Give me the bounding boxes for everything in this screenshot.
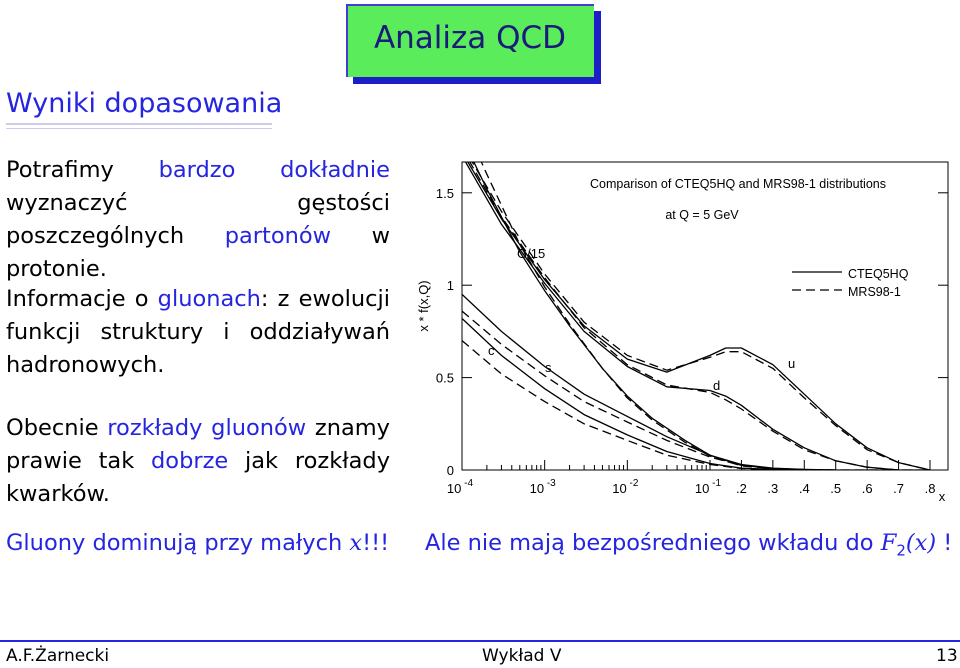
curve-label-u: u <box>788 356 795 371</box>
subtitle-rule <box>6 123 272 125</box>
curve-d-mrs98 <box>469 162 930 470</box>
title-box <box>346 4 594 77</box>
bottom-right-exclaim: ! <box>936 530 953 556</box>
para2-segment: gluonach <box>157 286 261 312</box>
bottom-right-statement: Ale nie mają bezpośredniego wkładu do F2… <box>425 530 952 560</box>
y-tick-label: 1 <box>447 278 454 293</box>
x-tick-label: 10 -1 <box>695 478 722 496</box>
paragraph-precision: Potrafimy bardzo dokładnie wyznaczyć gęs… <box>6 154 390 286</box>
x-tick-label: .5 <box>830 481 841 496</box>
subtitle-rule-thin <box>6 128 272 129</box>
legend-label-mrs: MRS98-1 <box>848 285 901 299</box>
para1-segment: wyznaczyć gęstości poszczególnych <box>6 190 390 249</box>
x-tick-label: .2 <box>736 481 747 496</box>
para2-segment: : z ewolucji funkcji struktury i oddział… <box>6 286 390 378</box>
para1-segment: bardzo dokładnie <box>158 157 390 183</box>
bottom-left-statement: Gluony dominują przy małych x!!! <box>6 530 389 556</box>
x-tick-label: .3 <box>767 481 778 496</box>
curve-label-g-15: G/15 <box>517 246 545 261</box>
y-tick-label: 0.5 <box>436 371 454 386</box>
x-tick-label: .8 <box>925 481 936 496</box>
plot-frame <box>461 161 949 471</box>
curve-c-mrs98 <box>462 340 805 470</box>
pdf-comparison-chart: 0 0.5 1 1.5 x * f(x,Q) 10 -4 10 -3 10 -2 10 -1 .2… <box>416 161 949 504</box>
curve-u-mrs98 <box>471 162 931 470</box>
chart-title: Comparison of CTEQ5HQ and MRS98-1 distri… <box>590 177 886 191</box>
curve-u-cteq5hq <box>467 162 931 470</box>
y-axis-label: x * f(x,Q) <box>416 280 431 331</box>
footer: A.F.Żarnecki Wykład V 13 <box>0 640 960 668</box>
para3-segment: rozkłady gluonów <box>107 415 307 441</box>
legend-label-cteq: CTEQ5HQ <box>848 267 909 281</box>
x-tick-label: 10 -2 <box>612 478 639 496</box>
x-tick-label: .6 <box>862 481 873 496</box>
y-tick-label: 0 <box>447 463 454 478</box>
para3-segment: jak rozkłady kwarków. <box>6 448 391 507</box>
curve-s-mrs98 <box>462 310 836 470</box>
x-axis-label: x <box>939 489 946 504</box>
paragraph-gluon-vs-quark: Obecnie rozkłady gluonów znamy prawie ta… <box>6 412 390 511</box>
bottom-right-text: Ale nie mają bezpośredniego wkładu do <box>425 530 881 556</box>
slide-subtitle: Wyniki dopasowania <box>6 88 283 119</box>
slide-title: Analiza QCD <box>373 20 567 56</box>
x-tick-label: .4 <box>799 481 810 496</box>
para1-segment: Potrafimy <box>6 157 159 183</box>
para3-segment: dobrze <box>151 448 229 474</box>
footer-author: A.F.Żarnecki <box>6 646 110 666</box>
bottom-right-math-sub: 2 <box>896 541 906 560</box>
curve-d-cteq5hq <box>464 162 930 470</box>
bottom-right-math-arg: (x) <box>905 530 937 556</box>
footer-page-number: 13 <box>936 646 958 666</box>
para1-segment: w protonie. <box>6 223 390 282</box>
footer-lecture: Wykład V <box>482 646 562 666</box>
curve-label-d: d <box>713 378 720 393</box>
y-tick-label: 1.5 <box>436 186 454 201</box>
bottom-left-exclaim: !!! <box>362 530 390 556</box>
bottom-right-math-F: F <box>880 530 897 556</box>
para1-segment: partonów <box>224 223 332 249</box>
bottom-left-math-x: x <box>349 530 363 556</box>
para3-segment: Obecnie <box>6 415 108 441</box>
bottom-left-text: Gluony dominują przy małych <box>6 530 350 556</box>
x-tick-label: 10 -3 <box>530 478 557 496</box>
x-tick-label: 10 -4 <box>447 478 474 496</box>
para3-segment: znamy prawie tak <box>6 415 390 474</box>
curve-label-c: c <box>488 343 495 358</box>
chart-subtitle: at Q = 5 GeV <box>665 208 739 222</box>
para2-segment: Informacje o <box>6 286 158 312</box>
curve-label-s: s <box>545 360 552 375</box>
paragraph-gluon-info: Informacje o gluonach: z ewolucji funkcj… <box>6 283 390 382</box>
x-tick-label: .7 <box>893 481 904 496</box>
